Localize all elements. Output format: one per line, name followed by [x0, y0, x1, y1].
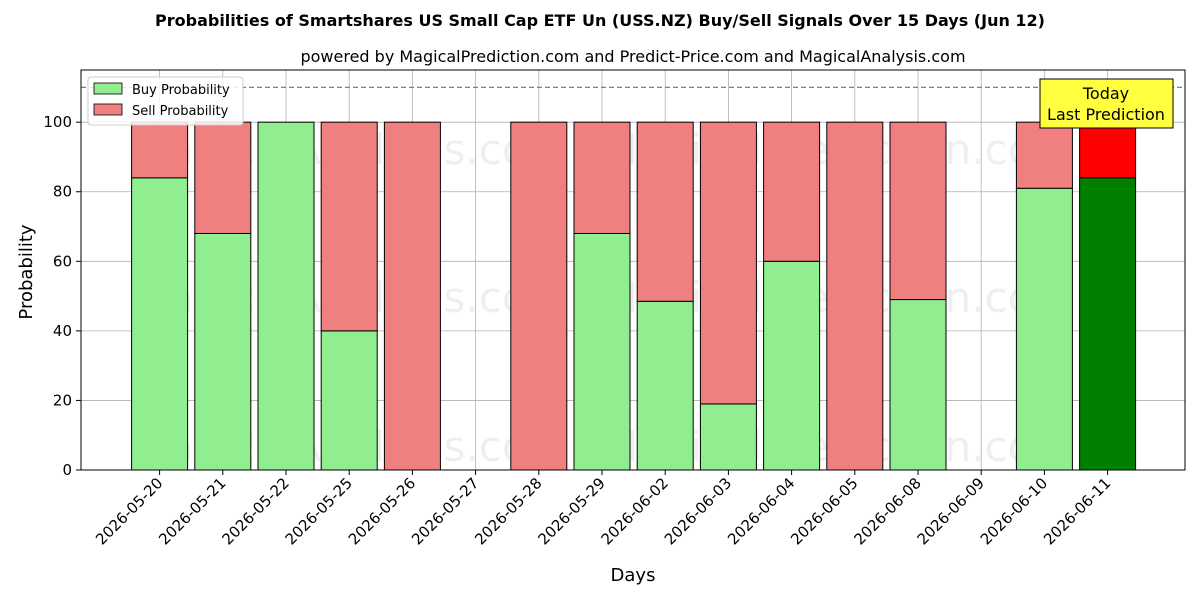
- buy-bar: [131, 177, 189, 471]
- sell-bar: [699, 121, 757, 405]
- y-tick-label: 40: [53, 322, 72, 340]
- x-tick-label: 2026-06-11: [1040, 474, 1114, 548]
- sell-bar: [889, 121, 947, 301]
- chart-title: Probabilities of Smartshares US Small Ca…: [155, 11, 1045, 30]
- today-annotation: Today Last Prediction: [1039, 78, 1174, 129]
- x-tick-label: 2026-05-20: [92, 474, 166, 548]
- y-tick-label: 20: [53, 391, 72, 409]
- y-axis-label: Probability: [16, 224, 37, 319]
- legend: Buy Probability Sell Probability: [87, 76, 244, 126]
- buy-bar: [763, 260, 821, 471]
- sell-bar: [510, 121, 568, 471]
- y-tick-label: 60: [53, 252, 72, 270]
- sell-bar: [320, 121, 378, 332]
- sell-bar: [131, 121, 189, 179]
- x-tick-label: 2026-05-21: [155, 474, 229, 548]
- x-tick-label: 2026-06-09: [914, 474, 988, 548]
- x-tick-label: 2026-05-22: [218, 474, 292, 548]
- buy-bar: [889, 299, 947, 471]
- buy-bar: [194, 232, 252, 471]
- legend-sell-label: Sell Probability: [132, 104, 229, 119]
- legend-buy-swatch: [93, 82, 123, 95]
- legend-sell-swatch: [93, 103, 123, 116]
- sell-bar: [636, 121, 694, 302]
- sell-bar: [1079, 121, 1137, 179]
- x-tick-label: 2026-05-25: [282, 474, 356, 548]
- bar-layer: [131, 121, 1137, 471]
- x-tick-label: 2026-06-02: [598, 474, 672, 548]
- y-tick-label: 80: [53, 183, 72, 201]
- sell-bar: [383, 121, 441, 471]
- x-tick-label: 2026-05-26: [345, 474, 419, 548]
- buy-bar: [320, 330, 378, 471]
- chart-subtitle: powered by MagicalPrediction.com and Pre…: [300, 47, 965, 66]
- sell-bar: [763, 121, 821, 262]
- buy-bar: [1015, 187, 1073, 471]
- x-tick-label: 2026-05-27: [408, 474, 482, 548]
- y-tick-label: 100: [43, 113, 72, 131]
- last-prediction-label: Last Prediction: [1047, 105, 1165, 124]
- x-tick-label: 2026-06-08: [850, 474, 924, 548]
- today-box: [1039, 78, 1174, 129]
- x-tick-label: 2026-05-29: [534, 474, 608, 548]
- y-tick-label: 0: [62, 461, 72, 479]
- buy-bar: [257, 121, 315, 471]
- x-axis-label: Days: [611, 565, 656, 586]
- sell-bar: [826, 121, 884, 471]
- buy-bar: [1079, 177, 1137, 471]
- x-tick-label: 2026-06-04: [724, 474, 798, 548]
- x-tick-label: 2026-05-28: [471, 474, 545, 548]
- sell-bar: [1015, 121, 1073, 189]
- legend-buy-label: Buy Probability: [132, 83, 230, 98]
- x-tick-label: 2026-06-10: [977, 474, 1051, 548]
- buy-bar: [636, 300, 694, 471]
- x-tick-label: 2026-06-03: [661, 474, 735, 548]
- plot-frame: [80, 69, 1186, 471]
- sell-bar: [573, 121, 631, 234]
- sell-bar: [194, 121, 252, 234]
- x-tick-label: 2026-06-05: [787, 474, 861, 548]
- buy-bar: [573, 232, 631, 471]
- buy-bar: [699, 403, 757, 471]
- legend-box: [87, 76, 244, 126]
- today-label: Today: [1082, 84, 1129, 103]
